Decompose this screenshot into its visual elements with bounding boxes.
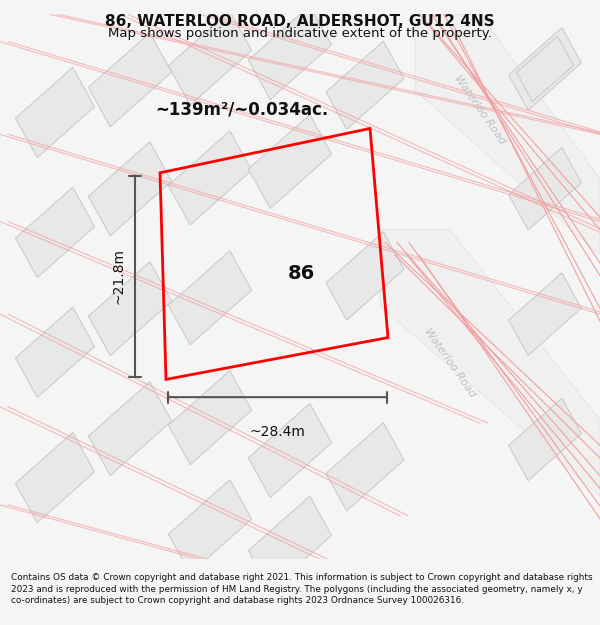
Text: Map shows position and indicative extent of the property.: Map shows position and indicative extent… [108,27,492,40]
Polygon shape [16,307,95,398]
Polygon shape [517,36,574,102]
Text: Contains OS data © Crown copyright and database right 2021. This information is : Contains OS data © Crown copyright and d… [11,573,592,605]
Polygon shape [169,479,251,574]
Polygon shape [88,142,172,236]
Polygon shape [248,403,332,498]
Polygon shape [16,432,95,522]
Polygon shape [88,382,172,476]
Polygon shape [248,114,332,209]
Text: Waterloo Road: Waterloo Road [422,327,478,399]
Text: 86: 86 [287,264,314,283]
Polygon shape [169,251,251,345]
Polygon shape [326,232,404,320]
Polygon shape [169,11,251,105]
Text: ~21.8m: ~21.8m [111,248,125,304]
Polygon shape [169,131,251,225]
Polygon shape [326,422,404,511]
Text: Waterloo Road: Waterloo Road [452,73,508,146]
Polygon shape [16,188,95,278]
Polygon shape [248,6,332,99]
Polygon shape [509,148,581,230]
Polygon shape [380,230,600,496]
Polygon shape [248,496,332,590]
Polygon shape [509,398,581,481]
Text: 86, WATERLOO ROAD, ALDERSHOT, GU12 4NS: 86, WATERLOO ROAD, ALDERSHOT, GU12 4NS [105,14,495,29]
Polygon shape [326,41,404,129]
Text: ~139m²/~0.034ac.: ~139m²/~0.034ac. [155,101,328,118]
Text: ~28.4m: ~28.4m [250,425,305,439]
Polygon shape [169,371,251,464]
Polygon shape [88,32,172,127]
Polygon shape [16,68,95,158]
Polygon shape [415,14,600,255]
Polygon shape [509,273,581,356]
Polygon shape [509,28,581,110]
Polygon shape [88,262,172,356]
